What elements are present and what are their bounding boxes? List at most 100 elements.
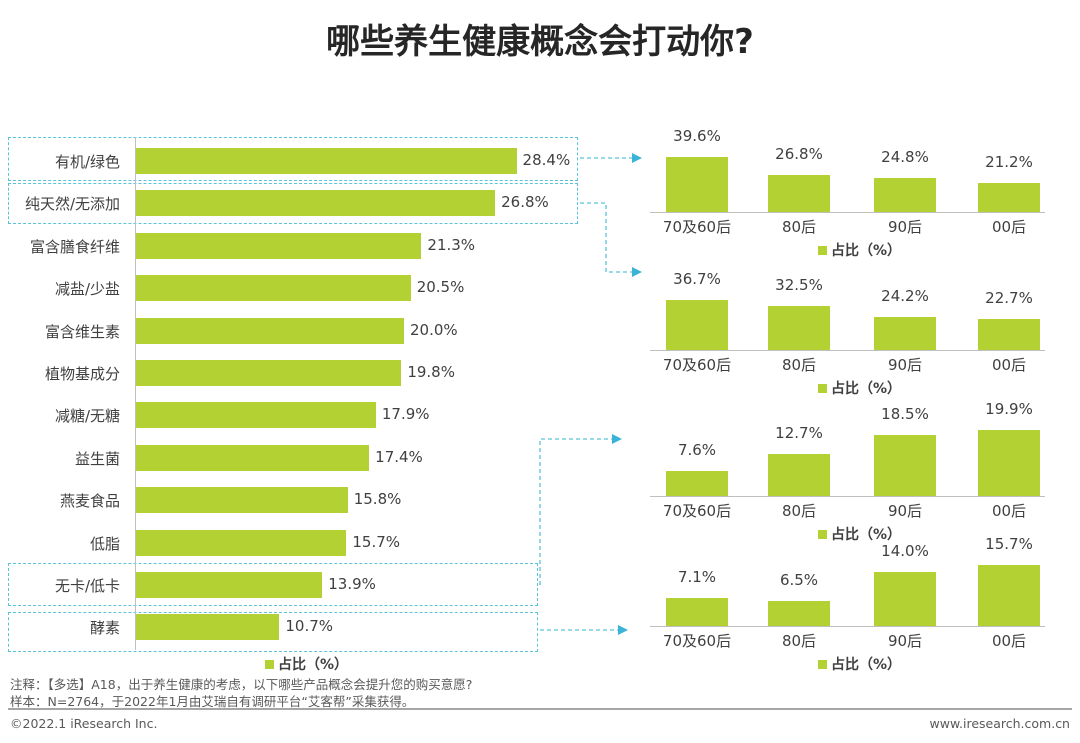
category-label: 减糖/无糖: [54, 407, 120, 426]
bar: [874, 177, 936, 212]
legend: 占比（%）: [818, 378, 901, 398]
category-label: 有机/绿色: [54, 153, 120, 171]
bar: [136, 148, 517, 174]
highlight-box: [8, 137, 578, 181]
data-label: 15.8%: [353, 490, 402, 509]
category-label: 90后: [887, 218, 923, 236]
legend-swatch: [818, 530, 827, 539]
legend-label: 占比（%）: [831, 381, 902, 397]
data-label: 39.6%: [673, 127, 721, 145]
legend-swatch: [818, 384, 827, 393]
category-label: 低脂: [89, 534, 120, 553]
bar: [136, 402, 376, 429]
category-label: 90后: [887, 356, 923, 374]
highlight-box: [8, 563, 538, 606]
data-label: 19.8%: [407, 363, 455, 381]
bar: [768, 305, 830, 350]
category-label: 80后: [781, 356, 817, 374]
bar: [666, 598, 728, 626]
data-label: 21.2%: [985, 152, 1033, 171]
bar: [136, 529, 347, 556]
bar: [874, 317, 936, 350]
category-label: 富含维生素: [44, 322, 120, 341]
page-title: 哪些养生健康概念会打动你?: [326, 22, 754, 62]
bar: [136, 444, 370, 471]
bar: [978, 319, 1040, 350]
data-label: 17.9%: [381, 405, 430, 424]
legend: 占比（%）: [265, 654, 348, 674]
footer-divider: [8, 708, 1072, 710]
connector-line: [580, 202, 632, 273]
data-label: 26.8%: [775, 144, 823, 163]
copyright: ©2022.1 iResearch Inc.: [10, 716, 158, 731]
category-label: 00后: [991, 218, 1027, 236]
category-label: 70及60后: [662, 632, 732, 650]
axis-line: [135, 137, 136, 650]
bar: [666, 470, 728, 496]
axis-line: [650, 212, 1045, 213]
data-label: 13.9%: [328, 575, 376, 593]
bar: [136, 275, 411, 302]
bar: [136, 614, 280, 641]
arrow-icon: [632, 153, 642, 163]
category-label: 80后: [781, 502, 817, 520]
data-label: 19.9%: [985, 400, 1033, 418]
arrow-icon: [612, 434, 622, 444]
category-label: 减盐/少盐: [54, 280, 120, 299]
axis-line: [650, 626, 1045, 627]
category-label: 富含膳食纤维: [29, 237, 120, 256]
connector-line: [539, 438, 612, 585]
category-label: 00后: [991, 356, 1027, 374]
data-label: 20.0%: [410, 320, 458, 339]
category-label: 无卡/低卡: [54, 577, 120, 595]
category-label: 70及60后: [662, 218, 732, 236]
bar: [768, 600, 830, 626]
category-label: 00后: [991, 502, 1027, 520]
bar: [136, 360, 402, 386]
bar: [874, 434, 936, 496]
bar: [136, 317, 404, 344]
bar: [136, 190, 496, 217]
data-label: 7.1%: [677, 568, 717, 587]
data-label: 10.7%: [285, 617, 334, 636]
legend: 占比（%）: [818, 524, 901, 544]
data-label: 32.5%: [775, 275, 823, 294]
arrow-icon: [632, 267, 642, 277]
data-label: 14.0%: [881, 541, 929, 560]
website-link[interactable]: www.iresearch.com.cn: [929, 716, 1071, 731]
category-label: 70及60后: [662, 502, 732, 520]
bar: [768, 174, 830, 212]
data-label: 15.7%: [985, 535, 1033, 553]
data-label: 26.8%: [501, 193, 549, 212]
bar: [136, 232, 422, 259]
category-label: 90后: [887, 502, 923, 520]
data-label: 22.7%: [985, 289, 1033, 308]
bar: [768, 453, 830, 496]
bar: [666, 300, 728, 350]
category-label: 90后: [887, 632, 923, 650]
data-label: 15.7%: [352, 532, 401, 551]
category-label: 益生菌: [74, 449, 120, 468]
data-label: 7.6%: [677, 440, 717, 459]
data-label: 36.7%: [673, 270, 721, 288]
bar: [666, 157, 728, 212]
category-label: 酵素: [89, 619, 120, 638]
legend-swatch: [818, 660, 827, 669]
arrow-icon: [618, 625, 628, 635]
data-label: 20.5%: [416, 278, 465, 297]
category-label: 80后: [781, 632, 817, 650]
highlight-box: [8, 612, 538, 652]
legend-swatch: [265, 660, 274, 669]
highlight-box: [8, 183, 578, 224]
data-label: 17.4%: [375, 447, 423, 466]
legend: 占比（%）: [818, 654, 901, 674]
data-label: 18.5%: [881, 404, 929, 423]
data-label: 28.4%: [522, 151, 571, 169]
note-text: 注释：【多选】A18，出于养生健康的考虑，以下哪些产品概念会提升您的购买意愿?: [10, 677, 473, 692]
category-label: 植物基成分: [44, 365, 120, 383]
bar: [136, 487, 348, 514]
bar: [978, 565, 1040, 626]
legend-label: 占比（%）: [278, 657, 349, 673]
data-label: 24.8%: [881, 147, 929, 166]
category-label: 纯天然/无添加: [24, 195, 120, 214]
